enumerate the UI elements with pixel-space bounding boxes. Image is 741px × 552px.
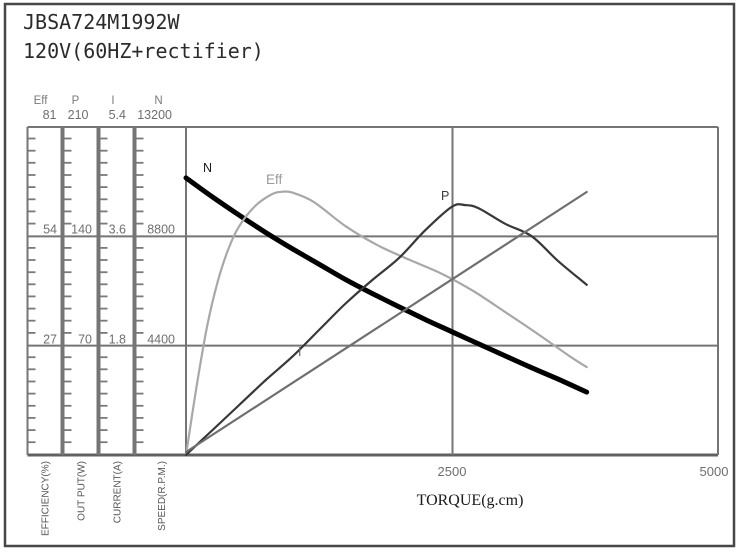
axis-low-values: 27 70 1.8 4400 <box>43 333 175 347</box>
axis-symbol-eff: Eff <box>34 95 49 107</box>
curve-N <box>183 175 590 395</box>
grid-vertical-lines <box>26 127 719 455</box>
axis-max-eff: 81 <box>43 108 57 122</box>
curve-Eff <box>184 190 588 457</box>
axis-minor-ticks <box>28 137 144 444</box>
axis-name-speed: SPEED(R.P.M.) <box>157 461 168 531</box>
figure-border <box>3 2 736 548</box>
grid-horizontal-lines <box>27 126 718 347</box>
axis-low-eff: 27 <box>43 333 57 347</box>
axis-mid-values: 54 140 3.6 8800 <box>43 223 175 237</box>
curve-P <box>184 203 588 457</box>
x-axis-title: TORQUE(g.cm) <box>417 492 524 509</box>
axis-symbols: Eff P I N <box>34 95 163 107</box>
axis-names: EFFICIENCY(%) OUT PUT(W) CURRENT(A) SPEE… <box>41 461 168 536</box>
curve-label-I: I <box>298 345 301 359</box>
axis-symbol-n: N <box>154 95 162 107</box>
axis-max-values: 81 210 5.4 13200 <box>43 108 172 122</box>
axis-mid-p: 140 <box>71 223 92 237</box>
axis-max-p: 210 <box>68 108 89 122</box>
page-title-voltage: 120V(60HZ+rectifier) <box>23 39 264 63</box>
axis-low-i: 1.8 <box>109 333 126 347</box>
axis-max-i: 5.4 <box>109 108 126 122</box>
axis-symbol-i: I <box>111 95 114 107</box>
axis-name-efficiency: EFFICIENCY(%) <box>41 461 52 536</box>
x-tick-5000: 5000 <box>700 464 729 479</box>
axis-low-p: 70 <box>78 333 92 347</box>
axis-name-output: OUT PUT(W) <box>77 461 88 521</box>
curve-label-P: P <box>441 189 449 203</box>
axis-max-n: 13200 <box>137 108 172 122</box>
axis-low-n: 4400 <box>147 333 175 347</box>
axis-mid-n: 8800 <box>147 223 175 237</box>
curve-label-Eff: Eff <box>266 172 283 187</box>
page-title-model: JBSA724M1992W <box>23 10 180 34</box>
curve-I <box>184 190 588 454</box>
axis-symbol-p: P <box>72 95 80 107</box>
curve-label-N: N <box>203 161 212 175</box>
x-tick-2500: 2500 <box>438 464 467 479</box>
axis-mid-eff: 54 <box>43 223 57 237</box>
curves: N Eff P I <box>183 161 590 457</box>
axis-name-current: CURRENT(A) <box>113 461 124 523</box>
axis-mid-i: 3.6 <box>109 223 126 237</box>
